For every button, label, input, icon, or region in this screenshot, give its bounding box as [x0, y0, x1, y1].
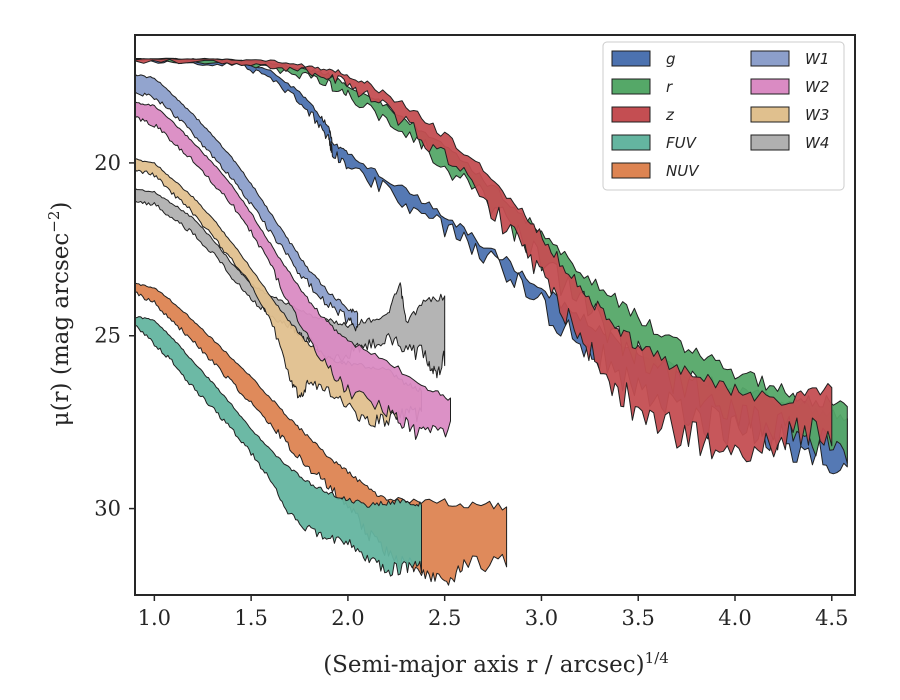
- legend-label-w4: W4: [805, 134, 829, 152]
- legend-label-nuv: NUV: [666, 162, 700, 180]
- series-band-w1: [134, 73, 359, 332]
- y-tick-label: 25: [94, 324, 121, 348]
- legend-swatch-w3: [750, 106, 790, 123]
- x-tick-label: 4.5: [815, 606, 848, 630]
- legend-label-w2: W2: [805, 78, 829, 96]
- y-axis-label: μ(r) (mag arcsec−2): [45, 202, 74, 427]
- series-band-fuv: [134, 316, 422, 577]
- x-axis-label: (Semi-major axis r / arcsec)1/4: [323, 649, 669, 678]
- y-tick-label: 20: [94, 151, 121, 175]
- series-band-z: [134, 58, 833, 463]
- x-tick-label: 1.0: [138, 606, 171, 630]
- x-tick-label: 2.5: [428, 606, 461, 630]
- legend-swatch-fuv: [611, 134, 651, 151]
- series-band-w2: [134, 101, 451, 440]
- legend-label-g: g: [666, 50, 676, 68]
- x-tick-label: 2.0: [331, 606, 364, 630]
- tick-layer: 1.0 1.5 2.0 2.5 3.0 3.5 4.0 4.5 20 25 30: [94, 151, 848, 630]
- legend-swatch-w4: [750, 134, 790, 151]
- legend-swatch-w2: [750, 78, 790, 95]
- legend-swatch-z: [611, 106, 651, 123]
- legend-label-z: z: [665, 106, 675, 124]
- legend-label-r: r: [666, 78, 673, 96]
- series-layer: [134, 57, 848, 586]
- legend: grz FUV NUV W1 W2 W3 W4: [602, 41, 845, 191]
- legend-swatch-r: [611, 78, 651, 95]
- legend-label-w3: W3: [805, 106, 829, 124]
- plot-frame: [134, 34, 856, 596]
- legend-swatch-nuv: [611, 162, 651, 179]
- legend-label-w1: W1: [805, 50, 829, 68]
- x-tick-label: 1.5: [234, 606, 267, 630]
- x-tick-label: 3.0: [525, 606, 558, 630]
- series-band-r: [134, 57, 848, 464]
- x-tick-label: 4.0: [718, 606, 751, 630]
- legend-swatch-g: [611, 50, 651, 67]
- legend-swatch-w1: [750, 50, 790, 67]
- legend-label-fuv: FUV: [666, 134, 698, 152]
- x-tick-label: 3.5: [622, 606, 655, 630]
- y-tick-label: 30: [94, 497, 121, 521]
